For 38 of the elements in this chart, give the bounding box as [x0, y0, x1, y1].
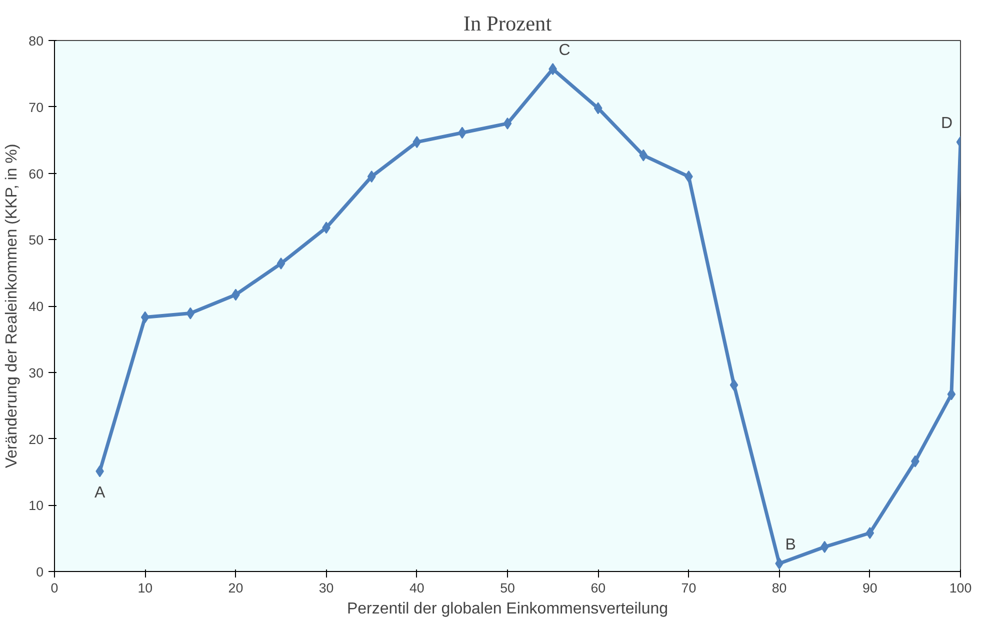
x-tick-label: 100 [949, 580, 972, 596]
y-tick-label: 80 [28, 34, 44, 48]
point [820, 540, 829, 553]
x-tick-label: 70 [681, 580, 696, 596]
y-tick-label: 40 [28, 299, 44, 314]
point [186, 307, 195, 320]
x-tick-label: 10 [138, 580, 153, 596]
annotation: D [940, 115, 953, 132]
point [503, 117, 512, 130]
x-tick-label: 60 [590, 580, 606, 596]
point [412, 136, 422, 148]
point [594, 102, 602, 114]
y-tick-label: 0 [36, 564, 44, 580]
y-tick-label: 50 [28, 232, 44, 248]
y-tick-label: 30 [28, 365, 44, 380]
point [367, 170, 376, 183]
x-tick-label: 50 [500, 580, 515, 596]
y-tick-label: 70 [28, 100, 44, 115]
y-tick-label: 10 [28, 498, 44, 514]
x-tick-label: 80 [772, 580, 787, 596]
x-axis-title: Perzentil der globalen Einkommensverteilung [346, 600, 668, 618]
y-tick-label: 60 [28, 166, 44, 182]
point [140, 311, 150, 324]
point [866, 527, 874, 540]
point [276, 258, 286, 270]
chart-title: In Prozent [463, 12, 552, 36]
x-tick-label: 30 [318, 580, 334, 596]
y-tick-label: 20 [28, 432, 44, 447]
y-axis-title: Veränderung der Realeinkommen (KKP, in %) [4, 144, 21, 468]
x-tick-label: 0 [50, 580, 58, 596]
x-tick-label: 90 [862, 580, 878, 596]
annotation: C [558, 42, 570, 60]
point [730, 378, 738, 391]
point [639, 149, 648, 162]
x-tick-label: 40 [409, 580, 424, 596]
x-tick-label: 20 [228, 580, 244, 596]
annotation: B [785, 536, 796, 554]
annotation: A [94, 484, 106, 502]
